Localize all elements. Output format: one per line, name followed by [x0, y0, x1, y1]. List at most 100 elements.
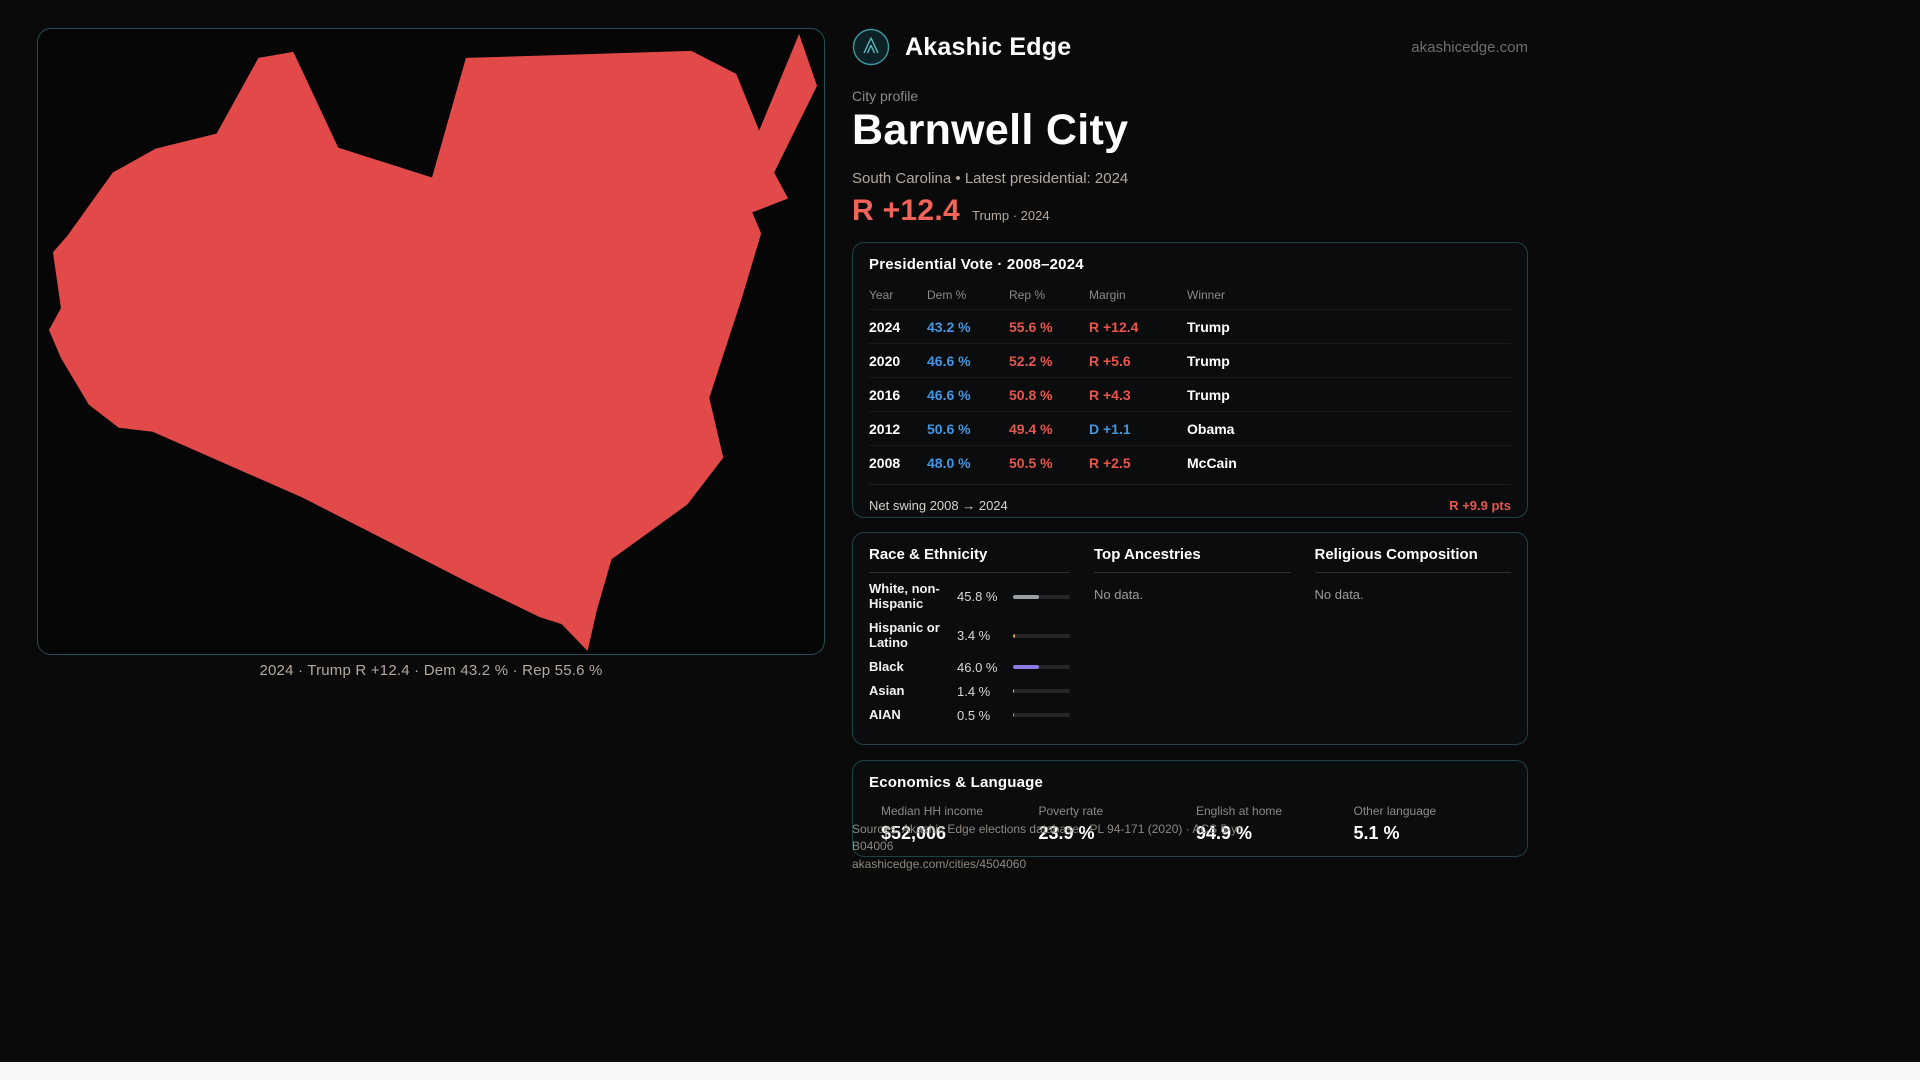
cell-dem: 46.6 % [927, 386, 971, 403]
stat-median-income: Median HH income $52,006 [881, 804, 1039, 844]
cell-dem: 43.2 % [927, 318, 971, 335]
cell-margin: R +12.4 [1089, 318, 1139, 335]
stat-label: Median HH income [881, 804, 984, 818]
cell-dem: 50.6 % [927, 420, 971, 437]
col-header-year: Year [869, 288, 894, 302]
sources-footer: Sources: Akashic Edge elections database… [852, 821, 1282, 873]
col-header-winner: Winner [1187, 288, 1226, 302]
page-eyebrow: City profile [852, 88, 919, 104]
bottom-strip [0, 1062, 1920, 1080]
race-value: 45.8 % [957, 589, 998, 605]
cell-rep: 55.6 % [1009, 318, 1053, 335]
net-swing-label: Net swing 2008 → 2024 [869, 498, 1008, 513]
headline-margin-context: Trump · 2024 [972, 208, 1050, 223]
race-ethnicity-column: Race & Ethnicity White, non-Hispanic 45.… [869, 546, 1070, 723]
race-bar [1013, 713, 1070, 718]
list-item: Asian 1.4 % [869, 682, 1070, 699]
col-header-rep: Rep % [1009, 288, 1046, 302]
demographics-panel: Race & Ethnicity White, non-Hispanic 45.… [852, 532, 1528, 745]
presidential-vote-panel: Presidential Vote · 2008–2024 Year Dem %… [852, 242, 1528, 518]
cell-margin: R +2.5 [1089, 454, 1131, 471]
list-item: White, non-Hispanic 45.8 % [869, 581, 1070, 612]
sources-line: Sources: Akashic Edge elections database… [852, 822, 1242, 854]
stat-label: Poverty rate [1038, 804, 1104, 818]
race-label: Black [869, 658, 904, 674]
race-label: Hispanic or Latino [869, 619, 940, 650]
stat-value: 5.1 % [1353, 823, 1400, 843]
stat-poverty-rate: Poverty rate 23.9 % [1039, 804, 1197, 844]
cell-dem: 46.6 % [927, 352, 971, 369]
page-subtitle: South Carolina • Latest presidential: 20… [852, 170, 1129, 187]
cell-rep: 52.2 % [1009, 352, 1053, 369]
stat-label: English at home [1196, 804, 1283, 818]
race-bar [1013, 633, 1070, 638]
net-swing-row: Net swing 2008 → 2024 R +9.9 pts [869, 484, 1511, 513]
cell-rep: 49.4 % [1009, 420, 1053, 437]
cell-winner: Trump [1187, 318, 1230, 335]
stat-value: 94.9 % [1196, 823, 1253, 843]
race-label: White, non-Hispanic [869, 581, 940, 611]
list-item: Hispanic or Latino 3.4 % [869, 619, 1070, 651]
cell-margin: D +1.1 [1089, 420, 1131, 437]
table-row: 2008 48.0 % 50.5 % R +2.5 McCain [869, 445, 1511, 479]
col-header-margin: Margin [1089, 288, 1126, 302]
city-map-canvas [48, 33, 818, 652]
economics-panel-title: Economics & Language [869, 774, 1044, 791]
ancestries-no-data: No data. [1094, 587, 1144, 602]
list-item: AIAN 0.5 % [869, 706, 1070, 723]
religious-composition-column: Religious Composition No data. [1314, 546, 1511, 723]
cell-rep: 50.8 % [1009, 386, 1053, 403]
race-value: 0.5 % [957, 707, 991, 723]
race-bar [1013, 594, 1070, 599]
col-header-dem: Dem % [927, 288, 967, 302]
top-ancestries-column: Top Ancestries No data. [1094, 546, 1291, 723]
stat-value: $52,006 [881, 823, 947, 843]
cell-year: 2020 [869, 352, 901, 369]
race-column-title: Race & Ethnicity [869, 546, 1070, 573]
vote-panel-title: Presidential Vote · 2008–2024 [869, 256, 1084, 273]
cell-year: 2008 [869, 454, 901, 471]
table-row: 2024 43.2 % 55.6 % R +12.4 Trump [869, 309, 1511, 343]
map-caption: 2024 · Trump R +12.4 · Dem 43.2 % · Rep … [259, 662, 603, 679]
cell-margin: R +5.6 [1089, 352, 1131, 369]
akashic-edge-logo-icon [852, 28, 890, 66]
brand-header: Akashic Edge akashicedge.com [852, 27, 1528, 67]
cell-year: 2016 [869, 386, 901, 403]
ancestries-column-title: Top Ancestries [1094, 546, 1291, 573]
vote-table-header: Year Dem % Rep % Margin Winner [869, 281, 1511, 309]
city-map-card [37, 28, 825, 655]
permalink[interactable]: akashicedge.com/cities/4504060 [852, 856, 1027, 871]
cell-year: 2024 [869, 318, 901, 335]
table-row: 2012 50.6 % 49.4 % D +1.1 Obama [869, 411, 1511, 445]
race-label: AIAN [869, 706, 901, 722]
cell-year: 2012 [869, 420, 901, 437]
table-row: 2020 46.6 % 52.2 % R +5.6 Trump [869, 343, 1511, 377]
site-domain-link[interactable]: akashicedge.com [1411, 38, 1528, 56]
list-item: Black 46.0 % [869, 658, 1070, 675]
stat-value: 23.9 % [1038, 823, 1095, 843]
cell-winner: McCain [1187, 454, 1237, 471]
race-value: 46.0 % [957, 659, 998, 675]
economics-panel: Economics & Language Median HH income $5… [852, 760, 1528, 857]
race-label: Asian [869, 682, 905, 698]
cell-margin: R +4.3 [1089, 386, 1131, 403]
race-value: 1.4 % [957, 683, 991, 699]
religion-no-data: No data. [1314, 587, 1364, 602]
city-shape [48, 33, 818, 652]
cell-rep: 50.5 % [1009, 454, 1053, 471]
table-row: 2016 46.6 % 50.8 % R +4.3 Trump [869, 377, 1511, 411]
cell-winner: Trump [1187, 352, 1230, 369]
headline-margin-value: R +12.4 [852, 194, 961, 227]
headline-margin-block: R +12.4 Trump · 2024 [852, 194, 1050, 228]
religion-column-title: Religious Composition [1314, 546, 1511, 573]
stat-label: Other language [1353, 804, 1437, 818]
net-swing-value: R +9.9 pts [1449, 498, 1511, 513]
race-bar [1013, 665, 1070, 670]
cell-winner: Trump [1187, 386, 1230, 403]
stat-english-at-home: English at home 94.9 % [1196, 804, 1354, 844]
race-value: 3.4 % [957, 628, 991, 644]
page-title: Barnwell City [852, 106, 1129, 154]
brand-name: Akashic Edge [905, 32, 1072, 61]
cell-winner: Obama [1187, 420, 1235, 437]
race-bar [1013, 689, 1070, 694]
